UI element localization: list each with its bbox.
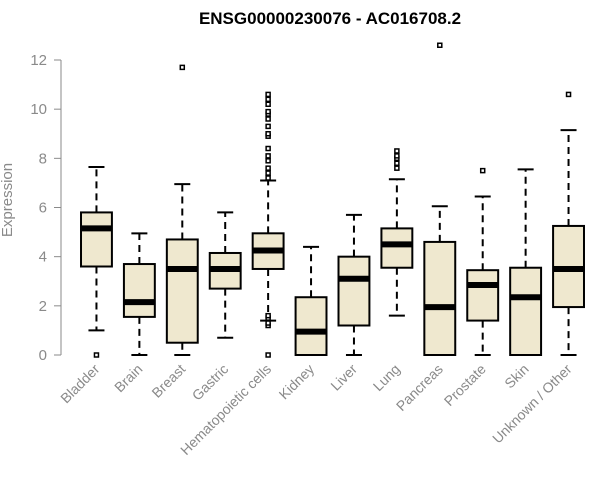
- iqr-box: [294, 296, 328, 356]
- x-tick-label: Pancreas: [393, 361, 446, 414]
- outlier-point: [479, 167, 486, 174]
- box-liver: [337, 213, 371, 356]
- outlier-point: [265, 352, 271, 358]
- outlier-point: [565, 91, 572, 98]
- outlier-point: [265, 108, 271, 115]
- outlier-point: [265, 175, 271, 181]
- y-axis-label: Expression: [0, 163, 16, 237]
- outlier-point: [93, 352, 100, 358]
- iqr-box: [122, 263, 156, 318]
- box-pancreas: [423, 42, 457, 357]
- outlier-point: [394, 165, 400, 171]
- outlier-point: [265, 170, 271, 176]
- x-tick-label: Brain: [111, 361, 145, 395]
- chart-title: ENSG00000230076 - AC016708.2: [199, 9, 461, 28]
- outlier-point: [179, 64, 186, 71]
- box-breast: [165, 64, 199, 356]
- outlier-point: [265, 131, 271, 137]
- boxes: [80, 42, 585, 358]
- axes: 0 2 4 6 8 10 12: [30, 52, 62, 364]
- box-prostate: [466, 167, 500, 356]
- outlier-point: [265, 312, 271, 319]
- box-unknown-other: [552, 91, 585, 356]
- x-tick-label: Prostate: [441, 361, 489, 409]
- outlier-point: [265, 158, 271, 164]
- iqr-box: [509, 266, 543, 356]
- y-tick-label: 10: [30, 101, 47, 118]
- outlier-point: [265, 116, 271, 122]
- outlier-point: [265, 165, 271, 171]
- box-brain: [122, 232, 156, 356]
- y-tick-label: 6: [39, 200, 47, 217]
- box-bladder: [80, 165, 113, 358]
- y-tick-label: 12: [30, 52, 47, 69]
- outlier-point: [265, 320, 271, 326]
- y-tick-label: 8: [39, 150, 47, 167]
- x-tick-label: Bladder: [57, 361, 103, 407]
- outlier-point: [394, 148, 400, 154]
- outlier-point: [265, 91, 271, 98]
- x-tick-label: Kidney: [276, 361, 318, 403]
- outlier-point: [265, 153, 271, 159]
- box-skin: [509, 168, 543, 356]
- outlier-point: [394, 153, 400, 159]
- box-hematopoietic-cells: [251, 91, 285, 358]
- outlier-point: [265, 123, 271, 130]
- y-tick-label: 0: [39, 347, 47, 364]
- x-tick-label: Liver: [327, 361, 360, 394]
- outlier-point: [265, 145, 271, 152]
- outlier-point: [394, 160, 400, 166]
- iqr-box: [337, 255, 371, 327]
- iqr-box: [80, 211, 113, 268]
- iqr-box: [380, 227, 414, 269]
- x-tick-label: Breast: [148, 361, 188, 401]
- x-tick-label: Unknown / Other: [489, 361, 575, 447]
- box-gastric: [208, 211, 242, 339]
- outlier-point: [265, 96, 271, 103]
- x-tick-label: Lung: [370, 361, 403, 394]
- iqr-box: [165, 238, 199, 344]
- y-tick-label: 2: [39, 298, 47, 315]
- box-lung: [380, 148, 414, 317]
- x-tick-label: Gastric: [189, 361, 232, 404]
- box-kidney: [294, 245, 328, 356]
- outlier-point: [437, 42, 443, 48]
- outlier-point: [265, 101, 271, 107]
- x-tick-label: Skin: [501, 361, 532, 392]
- y-tick-label: 4: [39, 249, 47, 266]
- iqr-box: [466, 269, 500, 322]
- iqr-box: [423, 240, 457, 357]
